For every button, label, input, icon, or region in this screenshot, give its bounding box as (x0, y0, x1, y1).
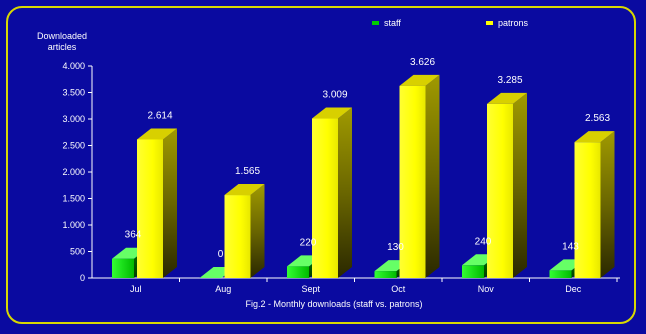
bar-side-patrons-dec (600, 131, 615, 278)
bar-top-patrons-dec (574, 131, 615, 143)
value-label-staff-aug: 0 (218, 249, 224, 260)
bar-patrons-oct (399, 85, 426, 279)
bar-staff-sept (287, 266, 309, 278)
value-label-patrons-aug: 1.565 (235, 166, 260, 177)
y-axis-title-line-1: Downloaded (37, 31, 87, 41)
x-tick-label: Jul (130, 284, 142, 294)
x-tick-label: Nov (478, 284, 495, 294)
bars (112, 74, 615, 279)
x-tick-label: Dec (565, 284, 582, 294)
y-tick-label: 1.500 (62, 194, 85, 204)
bar-top-patrons-nov (487, 92, 527, 104)
y-tick-label: 4.000 (62, 61, 85, 71)
y-tick-label: 3.000 (62, 114, 85, 124)
legend-label-staff: staff (384, 18, 401, 28)
x-tick-label: Aug (215, 284, 231, 294)
value-label-patrons-nov: 3.285 (497, 75, 522, 86)
y-tick-label: 0 (80, 273, 85, 283)
y-tick-label: 3.500 (62, 88, 85, 98)
bar-staff-jul (112, 258, 134, 278)
y-tick-label: 2.000 (62, 167, 85, 177)
chart-frame (6, 6, 636, 324)
bar-patrons-sept (312, 118, 338, 278)
bar-top-patrons-oct (399, 74, 440, 86)
legend: staff patrons (372, 18, 529, 28)
bar-top-patrons-jul (137, 128, 177, 140)
bar-staff-dec (549, 270, 572, 278)
chart-caption: Fig.2 - Monthly downloads (staff vs. pat… (246, 299, 423, 309)
value-label-staff-dec: 143 (562, 241, 579, 252)
y-axis-title: Downloaded articles (37, 31, 87, 52)
bar-patrons-jul (137, 139, 163, 278)
bar-patrons-nov (487, 103, 513, 279)
x-tick-label: Sept (301, 284, 320, 294)
bar-top-patrons-aug (224, 184, 265, 196)
bar-top-patrons-sept (312, 107, 352, 119)
legend-swatch-staff (372, 21, 379, 25)
value-label-staff-nov: 240 (475, 236, 492, 247)
bar-patrons-dec (574, 142, 601, 278)
bar-side-patrons-oct (425, 74, 440, 279)
bar-side-patrons-jul (163, 128, 177, 278)
value-label-patrons-dec: 2.563 (585, 113, 610, 124)
value-label-staff-oct: 130 (387, 242, 404, 253)
bar-staff-oct (374, 271, 397, 278)
y-axis-title-line-2: articles (48, 42, 77, 52)
bar-side-patrons-sept (338, 107, 352, 278)
bar-side-patrons-aug (250, 184, 265, 278)
value-label-staff-sept: 220 (300, 237, 317, 248)
y-tick-label: 2.500 (62, 141, 85, 151)
axes: 0 500 1.000 1.500 2.000 2.500 3.000 3.500 4.000 J… (62, 61, 620, 294)
y-tick-label: 500 (70, 247, 85, 257)
y-tick-label: 1.000 (62, 220, 85, 230)
value-labels: 364 0 220 130 240 143 2.614 1.565 3.009 3.626 3.28… (125, 57, 611, 260)
value-label-patrons-sept: 3.009 (322, 90, 347, 101)
x-tick-label: Oct (391, 284, 406, 294)
value-label-patrons-jul: 2.614 (147, 110, 172, 121)
bar-patrons-aug (224, 195, 251, 278)
value-label-staff-jul: 364 (125, 230, 142, 241)
bar-staff-nov (462, 265, 484, 278)
legend-label-patrons: patrons (498, 18, 529, 28)
bar-side-patrons-nov (513, 92, 527, 279)
legend-swatch-patrons (486, 21, 493, 25)
value-label-patrons-oct: 3.626 (410, 57, 435, 68)
